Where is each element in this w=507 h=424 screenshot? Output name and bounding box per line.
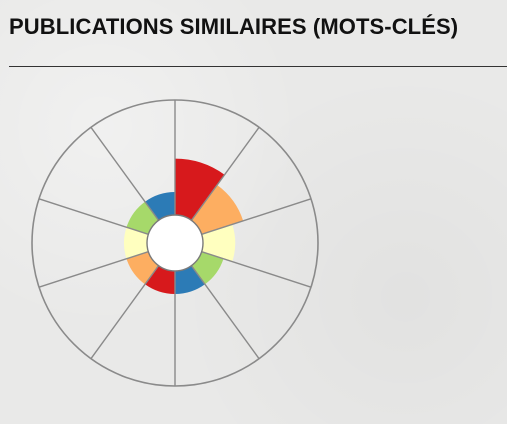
chart-center-hub bbox=[146, 214, 204, 272]
chart-divider-line-2 bbox=[201, 198, 312, 236]
chart-sector-0[interactable] bbox=[175, 158, 225, 221]
chart-divider-line-9 bbox=[90, 126, 160, 221]
chart-divider-line-3 bbox=[201, 250, 312, 288]
chart-sector-2[interactable] bbox=[201, 224, 236, 262]
title-divider bbox=[9, 66, 507, 67]
chart-divider-line-8 bbox=[38, 198, 149, 236]
section-title: PUBLICATIONS SIMILAIRES (MOTS-CLÉS) bbox=[9, 14, 459, 39]
chart-divider-line-7 bbox=[38, 250, 149, 288]
chart-sector-4[interactable] bbox=[175, 265, 205, 294]
chart-sector-7[interactable] bbox=[124, 227, 149, 259]
chart-divider-line-6 bbox=[90, 265, 160, 360]
chart-divider-line-1 bbox=[190, 126, 260, 221]
chart-sector-5[interactable] bbox=[145, 265, 175, 294]
chart-divider-line-4 bbox=[190, 265, 260, 360]
chart-sector-9[interactable] bbox=[145, 192, 175, 221]
chart-sector-1[interactable] bbox=[191, 184, 244, 235]
